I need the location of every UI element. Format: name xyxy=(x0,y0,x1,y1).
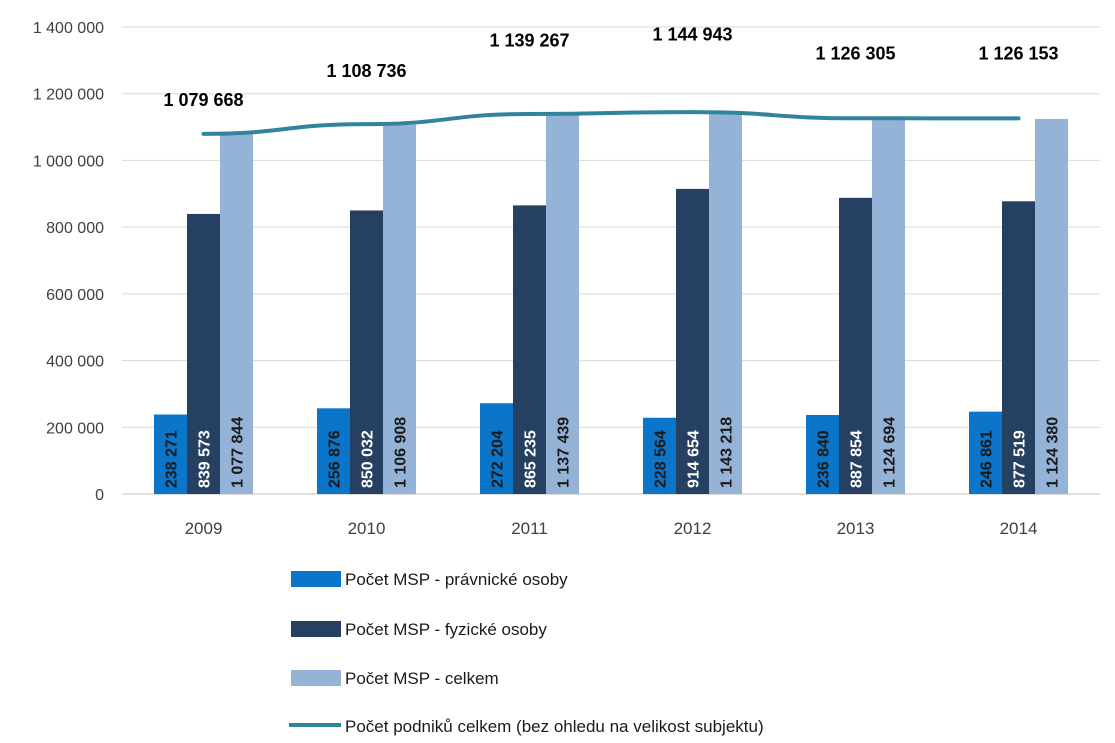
bar xyxy=(1035,118,1068,494)
x-tick-label: 2012 xyxy=(674,519,712,538)
y-tick-label: 400 000 xyxy=(46,354,104,371)
bar-data-label: 246 861 xyxy=(979,430,996,488)
bar xyxy=(350,210,383,494)
bar xyxy=(709,112,742,494)
bar xyxy=(513,205,546,494)
y-tick-label: 800 000 xyxy=(46,220,104,237)
legend-label: Počet MSP - právnické osoby xyxy=(345,570,568,589)
x-tick-label: 2014 xyxy=(1000,519,1038,538)
bar-data-label: 850 032 xyxy=(360,430,377,488)
legend-swatch xyxy=(291,670,341,686)
x-tick-label: 2009 xyxy=(185,519,223,538)
legend-label: Počet MSP - celkem xyxy=(345,669,499,688)
bar xyxy=(383,124,416,494)
bar-data-label: 256 876 xyxy=(327,430,344,488)
bar xyxy=(220,134,253,494)
line-data-label: 1 126 153 xyxy=(978,44,1058,64)
x-tick-label: 2011 xyxy=(511,519,548,538)
bar xyxy=(969,411,1002,494)
line-data-label: 1 144 943 xyxy=(652,25,732,45)
line-series xyxy=(201,110,1021,136)
bar-data-label: 236 840 xyxy=(816,430,833,488)
legend-label: Počet MSP - fyzické osoby xyxy=(345,620,547,639)
bar xyxy=(806,414,839,494)
y-tick-label: 1 200 000 xyxy=(33,87,104,104)
bar xyxy=(154,414,187,494)
bar-data-label: 839 573 xyxy=(197,430,214,488)
line-data-label: 1 139 267 xyxy=(489,30,569,50)
bar xyxy=(839,197,872,494)
line-data-label: 1 126 305 xyxy=(815,43,895,63)
line-data-label: 1 108 736 xyxy=(326,61,406,81)
bar-data-label: 228 564 xyxy=(653,430,670,488)
bar xyxy=(546,114,579,494)
bar-data-label: 887 854 xyxy=(849,430,866,488)
y-tick-label: 1 400 000 xyxy=(33,20,104,37)
bar xyxy=(1002,201,1035,494)
bar-data-label: 1 124 694 xyxy=(882,417,899,488)
bar-data-label: 238 271 xyxy=(164,430,181,488)
bar xyxy=(317,408,350,494)
legend-label: Počet podniků celkem (bez ohledu na veli… xyxy=(345,717,764,736)
bar-data-label: 914 654 xyxy=(686,430,703,488)
x-tick-label: 2010 xyxy=(348,519,386,538)
bar-data-label: 877 519 xyxy=(1012,430,1029,488)
legend-swatch xyxy=(291,571,341,587)
bar-data-label: 1 077 844 xyxy=(230,417,247,488)
y-tick-label: 200 000 xyxy=(46,420,104,437)
bar-data-label: 1 124 380 xyxy=(1045,417,1062,488)
bar xyxy=(187,213,220,494)
legend-swatch xyxy=(291,621,341,637)
y-tick-label: 600 000 xyxy=(46,287,104,304)
bar-data-label: 1 137 439 xyxy=(556,417,573,488)
line-data-label: 1 079 668 xyxy=(163,90,243,110)
bar-data-label: 865 235 xyxy=(523,430,540,488)
y-tick-label: 1 000 000 xyxy=(33,153,104,170)
x-tick-label: 2013 xyxy=(837,519,875,538)
bar-data-label: 1 106 908 xyxy=(393,417,410,488)
y-tick-label: 0 xyxy=(95,487,104,504)
bar xyxy=(480,403,513,494)
bar xyxy=(676,188,709,494)
bar-data-label: 1 143 218 xyxy=(719,417,736,488)
bar-data-label: 272 204 xyxy=(490,430,507,488)
bar xyxy=(872,118,905,494)
bar xyxy=(643,417,676,494)
